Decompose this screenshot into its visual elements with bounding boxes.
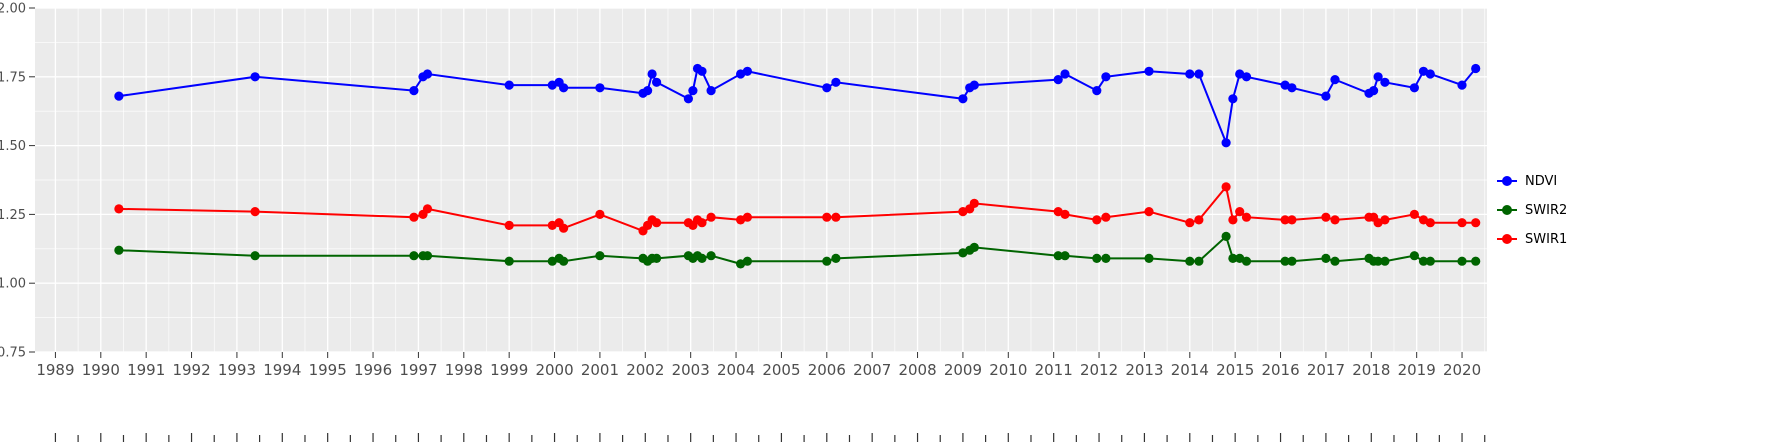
- legend-item-swir2: SWIR2: [1494, 197, 1567, 223]
- svg-text:2018: 2018: [1352, 361, 1390, 379]
- minor-gridlines: [35, 8, 1487, 352]
- svg-text:1992: 1992: [172, 361, 210, 379]
- major-gridlines: [35, 7, 1487, 353]
- svg-text:1991: 1991: [127, 361, 165, 379]
- svg-text:2001: 2001: [581, 361, 619, 379]
- svg-text:2012: 2012: [1080, 361, 1118, 379]
- svg-text:1994: 1994: [263, 361, 301, 379]
- series-points-swir2: [114, 231, 1481, 269]
- svg-text:2014: 2014: [1171, 361, 1209, 379]
- svg-text:2004: 2004: [717, 361, 755, 379]
- legend-label-swir2: SWIR2: [1525, 202, 1568, 218]
- svg-text:2003: 2003: [672, 361, 710, 379]
- svg-text:2013: 2013: [1125, 361, 1163, 379]
- swir2-key-icon: [1497, 205, 1517, 215]
- svg-text:2009: 2009: [944, 361, 982, 379]
- svg-text:1989: 1989: [36, 361, 74, 379]
- series-points-swir1: [114, 182, 1481, 236]
- ndvi-key-icon: [1497, 176, 1517, 186]
- svg-text:1997: 1997: [399, 361, 437, 379]
- svg-text:2015: 2015: [1216, 361, 1254, 379]
- svg-text:0.75: 0.75: [0, 346, 26, 361]
- svg-text:1998: 1998: [445, 361, 483, 379]
- legend-item-swir1: SWIR1: [1494, 226, 1567, 252]
- svg-text:1996: 1996: [354, 361, 392, 379]
- y-axis-labels: 2.00 1.75 1.50 1.25 1.00 0.75: [0, 2, 26, 361]
- legend-item-ndvi: NDVI: [1494, 168, 1567, 194]
- legend: NDVI SWIR2 SWIR1: [1494, 168, 1567, 252]
- svg-text:2007: 2007: [853, 361, 891, 379]
- svg-text:2008: 2008: [898, 361, 936, 379]
- legend-label-ndvi: NDVI: [1525, 173, 1558, 189]
- svg-text:2020: 2020: [1443, 361, 1481, 379]
- x-axis-labels: 1989 1990 1991 1992 1993 1994 1995 1996 1997 1998…: [36, 361, 1481, 379]
- svg-text:1995: 1995: [309, 361, 347, 379]
- svg-text:2002: 2002: [626, 361, 664, 379]
- cropped-axis-ticks: [54, 433, 1486, 442]
- svg-text:1.25: 1.25: [0, 208, 26, 223]
- series-points-ndvi: [114, 63, 1481, 148]
- svg-text:2011: 2011: [1035, 361, 1073, 379]
- svg-text:2019: 2019: [1398, 361, 1436, 379]
- axis-ticks: [29, 7, 1463, 358]
- svg-text:2000: 2000: [535, 361, 573, 379]
- legend-label-swir1: SWIR1: [1525, 231, 1568, 247]
- svg-text:2005: 2005: [762, 361, 800, 379]
- svg-text:2006: 2006: [808, 361, 846, 379]
- svg-text:1993: 1993: [218, 361, 256, 379]
- svg-text:1990: 1990: [82, 361, 120, 379]
- svg-text:1.75: 1.75: [0, 70, 26, 85]
- svg-text:2010: 2010: [989, 361, 1027, 379]
- svg-text:1.50: 1.50: [0, 139, 26, 154]
- svg-text:2.00: 2.00: [0, 2, 26, 17]
- svg-text:2017: 2017: [1307, 361, 1345, 379]
- svg-text:1.00: 1.00: [0, 277, 26, 292]
- swir1-key-icon: [1497, 234, 1517, 244]
- svg-text:2016: 2016: [1261, 361, 1299, 379]
- svg-text:1999: 1999: [490, 361, 528, 379]
